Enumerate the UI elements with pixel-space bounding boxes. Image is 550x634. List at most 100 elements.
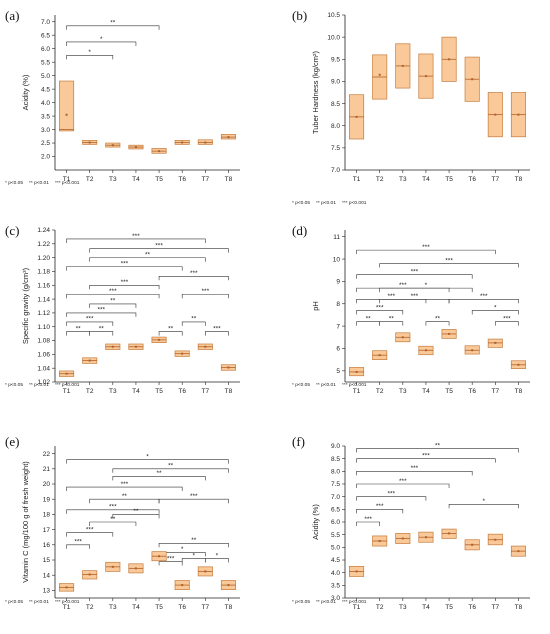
significance-label: * (482, 498, 485, 505)
significance-bracket (181, 321, 206, 326)
significance-label: *** (364, 516, 372, 523)
mean-marker (88, 573, 91, 576)
mean-marker (134, 345, 137, 348)
significance-bracket (448, 298, 519, 304)
significance-bracket (356, 471, 473, 476)
y-axis-label: Vitamin C (mg/100 g of fresh weight) (21, 461, 30, 583)
significance-label: *** (480, 293, 488, 300)
footnote-p005: * p<0.05 (5, 599, 23, 605)
footnote-p005: * p<0.05 (5, 180, 23, 186)
significance-label: ** (366, 315, 372, 322)
significance-label: * (494, 304, 497, 311)
x-tick-label: T8 (225, 604, 233, 611)
footnote-p0001: *** p<0.001 (55, 599, 80, 605)
x-tick-label: T3 (399, 176, 407, 183)
significance-bracket (158, 331, 183, 336)
significance-bracket (205, 558, 229, 563)
y-tick-label: 5.5 (41, 59, 50, 66)
y-tick-label: 10 (333, 256, 341, 263)
mean-marker (227, 584, 230, 587)
significance-label: * (192, 552, 195, 559)
significance-bracket (356, 458, 496, 463)
panel-label: (e) (5, 434, 19, 449)
panel-e: (e) 13 14 15 16 17 18 19 20 21 22 T1 T2 T3 T4 T5 T6 T7 T8 V… (5, 434, 240, 611)
y-tick-label: 6.0 (331, 519, 340, 526)
x-tick-label: T5 (155, 176, 163, 183)
x-tick-label: T7 (492, 388, 500, 395)
significance-bracket (471, 310, 519, 315)
mean-marker (401, 537, 404, 540)
footnote-p001: ** p<0.01 (316, 599, 336, 605)
significance-label: ** (110, 298, 116, 305)
significance-label: *** (109, 504, 117, 511)
mean-marker (494, 538, 497, 541)
significance-label: ** (389, 315, 395, 322)
significance-bracket (181, 293, 229, 299)
y-tick-label: 5.5 (331, 532, 340, 539)
y-tick-label: 9 (336, 279, 340, 286)
significance-bracket (448, 503, 519, 509)
mean-marker (134, 567, 137, 570)
x-tick-label: T6 (468, 604, 476, 611)
significance-label: ** (133, 508, 139, 515)
y-tick-label: 5.0 (331, 545, 340, 552)
y-tick-label: 7.0 (41, 19, 50, 26)
x-tick-label: T6 (178, 388, 186, 395)
x-tick-label: T6 (468, 176, 476, 183)
x-tick-label: T4 (422, 604, 430, 611)
significance-bracket (89, 331, 114, 336)
x-tick-label: T1 (63, 176, 71, 183)
x-tick-label: T4 (132, 604, 140, 611)
significance-label: *** (376, 304, 384, 311)
significance-bracket (89, 303, 137, 308)
significance-label: ** (76, 325, 82, 332)
y-axis-label: Specific gravity (g/cm³) (21, 267, 30, 344)
x-tick-label: T5 (445, 604, 453, 611)
x-tick-label: T3 (109, 388, 117, 395)
mean-marker (111, 144, 114, 147)
y-tick-label: 1.08 (37, 338, 50, 345)
mean-marker (471, 349, 474, 352)
significance-bracket (205, 331, 229, 336)
y-tick-label: 9.0 (331, 79, 340, 86)
mean-marker (355, 570, 358, 573)
x-tick-label: T7 (202, 388, 210, 395)
panel-label: (c) (5, 223, 19, 238)
y-axis-label: pH (311, 301, 320, 311)
mean-marker (158, 150, 161, 153)
significance-label: ** (191, 537, 197, 544)
y-tick-label: 1.16 (37, 282, 50, 289)
y-tick-label: 1.20 (37, 255, 50, 262)
significance-bracket (66, 321, 114, 326)
x-tick-label: T5 (155, 388, 163, 395)
x-tick-label: T8 (225, 176, 233, 183)
y-tick-label: 9.0 (331, 443, 340, 450)
mean-marker (448, 58, 451, 61)
y-tick-label: 22 (43, 451, 51, 458)
significance-label: * (146, 453, 149, 460)
mean-marker (65, 372, 68, 375)
x-tick-label: T3 (399, 388, 407, 395)
y-tick-label: 3.0 (41, 127, 50, 134)
y-tick-label: 8.0 (331, 469, 340, 476)
y-tick-label: 10.5 (327, 12, 340, 19)
x-tick-label: T7 (202, 604, 210, 611)
significance-bracket (356, 496, 427, 501)
x-tick-label: T4 (422, 176, 430, 183)
significance-label: *** (503, 315, 511, 322)
mean-marker (227, 366, 230, 369)
mean-marker (517, 363, 520, 366)
mean-marker (158, 555, 161, 558)
y-tick-label: 5.0 (41, 73, 50, 80)
mean-marker (424, 75, 427, 78)
significance-bracket (66, 266, 183, 271)
y-tick-label: 6 (336, 346, 340, 353)
y-tick-label: 13 (43, 588, 51, 595)
significance-label: *** (411, 269, 419, 276)
significance-bracket (158, 561, 183, 566)
x-tick-label: T6 (468, 388, 476, 395)
x-tick-label: T8 (515, 388, 523, 395)
significance-label: *** (399, 478, 407, 485)
significance-bracket (495, 321, 519, 326)
significance-bracket (66, 312, 137, 317)
